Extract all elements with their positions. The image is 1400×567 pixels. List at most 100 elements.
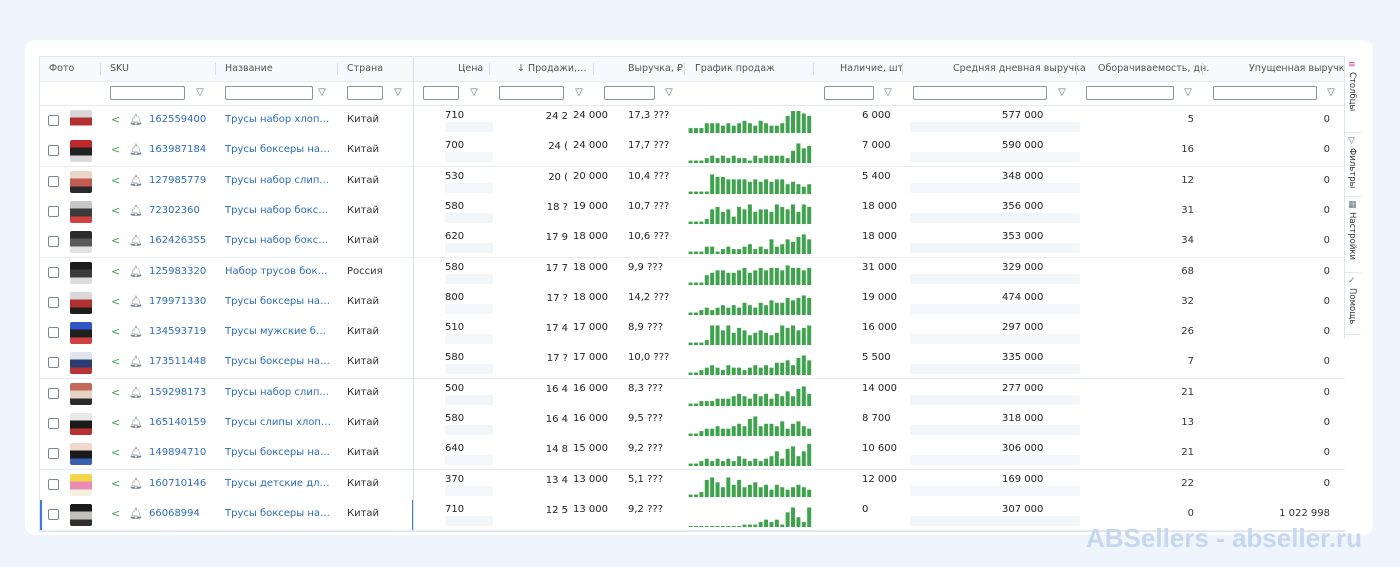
row-checkbox[interactable]: [48, 175, 59, 187]
stock-filter-input[interactable]: [824, 86, 874, 100]
product-name-link[interactable]: Трусы детские для ...: [225, 477, 331, 489]
turnover-filter-input[interactable]: [1086, 86, 1174, 100]
share-icon[interactable]: <: [111, 113, 121, 126]
revenue-filter-input[interactable]: [604, 86, 655, 100]
sku-link[interactable]: 179971330: [149, 295, 207, 307]
bell-icon[interactable]: 🔔︎: [129, 446, 143, 460]
sku-link[interactable]: 66068994: [149, 507, 200, 519]
bell-icon[interactable]: 🔔︎: [129, 385, 143, 399]
table-row[interactable]: < 🔔︎ 134593719 Трусы мужские бок... Кита…: [40, 318, 1345, 350]
col-sales[interactable]: ↓ Продажи, к...: [517, 63, 587, 74]
side-tab-settings[interactable]: ▦ Настройки: [1345, 196, 1361, 273]
bell-icon[interactable]: 🔔︎: [129, 355, 143, 369]
price-filter-icon[interactable]: ▽: [470, 87, 478, 98]
product-name-link[interactable]: Трусы боксеры наб...: [225, 295, 331, 307]
row-checkbox[interactable]: [48, 387, 59, 399]
lost-revenue-filter-icon[interactable]: ▽: [1327, 87, 1335, 98]
share-icon[interactable]: <: [111, 385, 121, 399]
country-filter-input[interactable]: [347, 86, 383, 100]
product-name-link[interactable]: Трусы набор слип...: [225, 174, 329, 186]
bell-icon[interactable]: 🔔︎: [129, 416, 143, 429]
product-photo[interactable]: [70, 413, 92, 435]
row-checkbox[interactable]: [48, 478, 59, 490]
row-checkbox[interactable]: [48, 327, 59, 339]
table-row[interactable]: < 🔔︎ 163987184 Трусы боксеры наб... Кита…: [40, 136, 1345, 168]
row-checkbox[interactable]: [48, 357, 59, 369]
sku-link[interactable]: 125983320: [149, 265, 207, 277]
lost-revenue-filter-input[interactable]: [1213, 86, 1317, 100]
table-row[interactable]: < 🔔︎ 66068994 Трусы боксеры наб... Китай…: [40, 499, 1345, 531]
product-name-link[interactable]: Трусы набор слип...: [225, 386, 329, 398]
bell-icon[interactable]: 🔔︎: [129, 143, 143, 157]
table-row[interactable]: < 🔔︎ 159298173 Трусы набор слип... Китай…: [40, 378, 1345, 410]
share-icon[interactable]: <: [111, 173, 121, 187]
share-icon[interactable]: <: [111, 203, 121, 217]
sku-filter-input[interactable]: [110, 86, 185, 100]
name-filter-input[interactable]: [225, 86, 313, 100]
row-checkbox[interactable]: [48, 145, 59, 157]
name-filter-icon[interactable]: ▽: [318, 87, 326, 98]
product-name-link[interactable]: Трусы мужские бок...: [225, 326, 331, 338]
share-icon[interactable]: <: [111, 476, 121, 490]
row-checkbox[interactable]: [48, 508, 59, 520]
product-name-link[interactable]: Трусы набор боксе...: [225, 204, 331, 216]
row-checkbox[interactable]: [48, 115, 59, 126]
product-photo[interactable]: [70, 352, 92, 375]
product-name-link[interactable]: Трусы набор боксе...: [225, 235, 331, 247]
sales-filter-input[interactable]: [499, 86, 564, 100]
col-country[interactable]: Страна: [347, 63, 384, 74]
bell-icon[interactable]: 🔔︎: [129, 476, 143, 490]
share-icon[interactable]: <: [111, 325, 121, 339]
bell-icon[interactable]: 🔔︎: [129, 506, 143, 520]
price-filter-input[interactable]: [423, 86, 459, 100]
row-checkbox[interactable]: [48, 448, 59, 460]
sku-link[interactable]: 149894710: [149, 447, 207, 459]
col-avg-revenue[interactable]: Средняя дневная выручка: [953, 63, 1086, 74]
col-turnover[interactable]: Оборачиваемость, дн.: [1098, 63, 1210, 74]
product-name-link[interactable]: Набор трусов бокс...: [225, 265, 331, 277]
bell-icon[interactable]: 🔔︎: [129, 264, 143, 278]
share-icon[interactable]: <: [111, 446, 121, 460]
sku-filter-icon[interactable]: ▽: [196, 87, 204, 98]
product-name-link[interactable]: Трусы боксеры наб...: [225, 356, 331, 368]
share-icon[interactable]: <: [111, 143, 121, 157]
stock-filter-icon[interactable]: ▽: [884, 87, 892, 98]
product-photo[interactable]: [70, 322, 92, 345]
table-row[interactable]: < 🔔︎ 72302360 Трусы набор боксе... Китай…: [40, 196, 1345, 228]
sku-link[interactable]: 173511448: [149, 356, 207, 368]
table-row[interactable]: < 🔔︎ 165140159 Трусы слипы хлопк... Кита…: [40, 409, 1345, 440]
avg-revenue-filter-icon[interactable]: ▽: [1058, 87, 1066, 98]
sku-link[interactable]: 134593719: [149, 326, 207, 338]
product-name-link[interactable]: Трусы слипы хлопк...: [225, 417, 331, 428]
product-photo[interactable]: [70, 382, 92, 405]
sku-link[interactable]: 162559400: [149, 114, 207, 125]
share-icon[interactable]: <: [111, 506, 121, 520]
sku-link[interactable]: 160710146: [149, 477, 207, 489]
share-icon[interactable]: <: [111, 234, 121, 248]
col-sales-chart[interactable]: График продаж: [695, 63, 775, 74]
side-tab-filters[interactable]: ▽ Фильтры: [1345, 132, 1361, 197]
table-row[interactable]: < 🔔︎ 160710146 Трусы детские для ... Кит…: [40, 469, 1345, 501]
col-stock[interactable]: Наличие, шт: [840, 63, 904, 74]
sku-link[interactable]: 162426355: [149, 235, 207, 247]
table-row[interactable]: < 🔔︎ 179971330 Трусы боксеры наб... Кита…: [40, 287, 1345, 319]
avg-revenue-filter-input[interactable]: [913, 86, 1047, 100]
product-name-link[interactable]: Трусы боксеры наб...: [225, 144, 331, 156]
row-checkbox[interactable]: [48, 418, 59, 429]
product-name-link[interactable]: Трусы набор хлопо...: [225, 114, 331, 125]
share-icon[interactable]: <: [111, 416, 121, 429]
col-photo[interactable]: Фото: [49, 63, 75, 74]
side-tab-columns[interactable]: ≡ Столбцы: [1345, 56, 1361, 133]
bell-icon[interactable]: 🔔︎: [129, 203, 143, 217]
col-price[interactable]: Цена: [458, 63, 484, 74]
sku-link[interactable]: 165140159: [149, 417, 207, 428]
product-photo[interactable]: [70, 473, 92, 496]
product-photo[interactable]: [70, 503, 92, 526]
bell-icon[interactable]: 🔔︎: [129, 234, 143, 248]
col-revenue[interactable]: Выручка, ₽: [628, 63, 683, 74]
turnover-filter-icon[interactable]: ▽: [1184, 87, 1192, 98]
row-checkbox[interactable]: [48, 205, 59, 217]
col-sku[interactable]: SKU: [110, 63, 129, 74]
bell-icon[interactable]: 🔔︎: [129, 113, 143, 126]
bell-icon[interactable]: 🔔︎: [129, 173, 143, 187]
